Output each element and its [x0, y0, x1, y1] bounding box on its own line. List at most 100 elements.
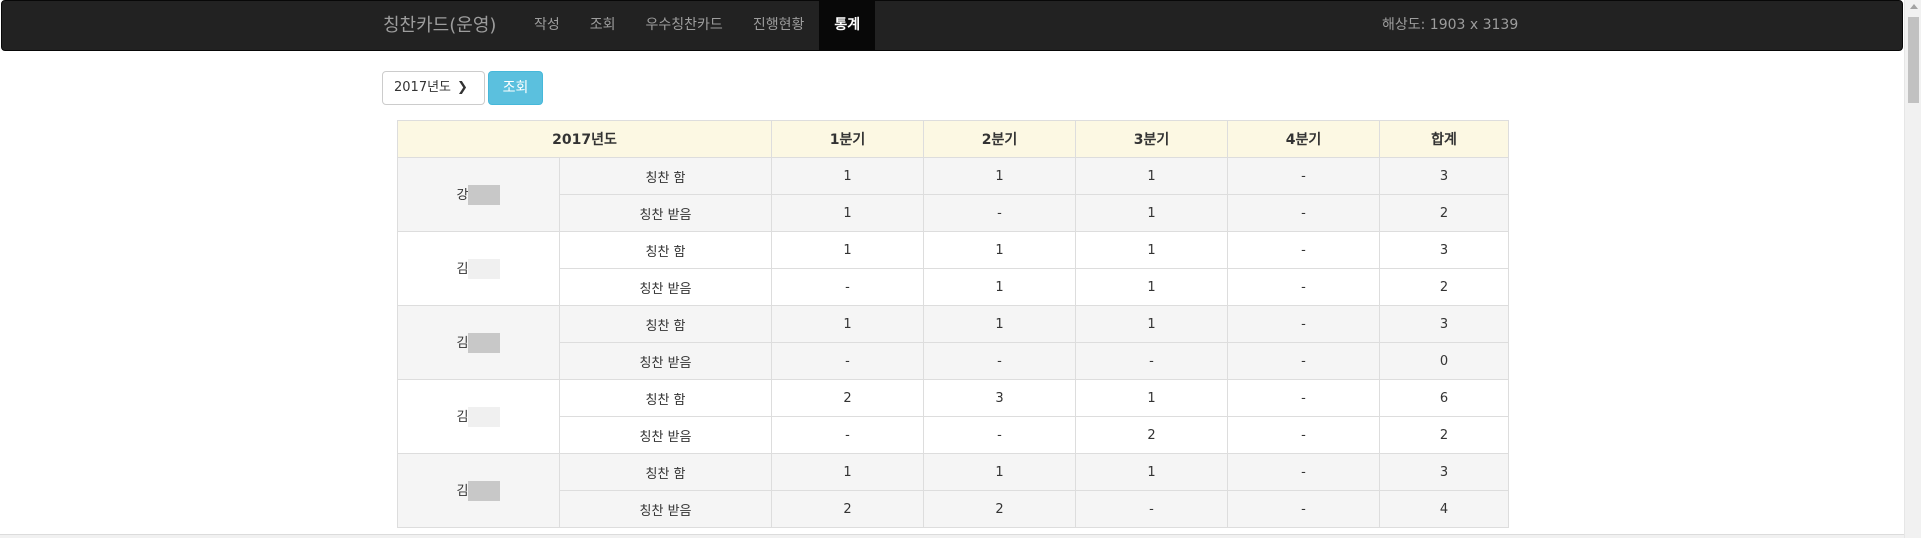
redacted-name-block [468, 259, 501, 280]
cell-q1: 2 [771, 490, 925, 528]
row-type-label: 칭찬 받음 [558, 268, 773, 306]
cell-q3: 1 [1075, 157, 1229, 195]
cell-total: 2 [1379, 268, 1510, 306]
cell-q2: - [923, 342, 1077, 380]
cell-q1: - [771, 416, 925, 454]
person-name-cell: 김 [397, 453, 560, 528]
header-q3: 3분기 [1075, 120, 1229, 158]
cell-q3: - [1075, 490, 1229, 528]
search-button[interactable]: 조회 [488, 71, 543, 105]
cell-total: 3 [1379, 157, 1510, 195]
cell-q1: - [771, 342, 925, 380]
cell-total: 6 [1379, 379, 1510, 417]
cell-total: 3 [1379, 305, 1510, 343]
table-row: 칭찬 받음 - - - -0 [398, 342, 1510, 380]
cell-q2: 1 [923, 231, 1077, 269]
cell-q3: 1 [1075, 453, 1229, 491]
row-type-label: 칭찬 함 [558, 379, 773, 417]
cell-q2: 3 [923, 379, 1077, 417]
cell-q2: - [923, 194, 1077, 232]
cell-q4: - [1227, 194, 1381, 232]
cell-total: 0 [1379, 342, 1510, 380]
nav-item-write[interactable]: 작성 [534, 17, 560, 33]
row-type-label: 칭찬 함 [558, 453, 773, 491]
header-year: 2017년도 [396, 120, 773, 158]
cell-q2: 1 [923, 268, 1077, 306]
cell-q4: - [1227, 305, 1381, 343]
header-q2: 2분기 [923, 120, 1077, 158]
header-q1: 1분기 [771, 120, 925, 158]
cell-q4: - [1227, 268, 1381, 306]
table-row: 칭찬 받음 2 2- -4 [398, 490, 1510, 528]
table-row: 칭찬 받음 1-1-2 [398, 194, 1510, 232]
row-type-label: 칭찬 받음 [558, 342, 773, 380]
nav-item-best-cards[interactable]: 우수칭찬카드 [645, 17, 723, 33]
person-name: 김 [456, 335, 469, 351]
person-name-cell: 김 [397, 305, 560, 380]
cell-q4: - [1227, 379, 1381, 417]
cell-q3: 1 [1075, 305, 1229, 343]
row-type-label: 칭찬 함 [558, 157, 773, 195]
resolution-text: 해상도: 1903 x 3139 [1382, 17, 1519, 33]
cell-q2: 2 [923, 490, 1077, 528]
horizontal-scrollbar[interactable] [0, 534, 1904, 538]
redacted-name-block [468, 185, 501, 206]
nav-item-view[interactable]: 조회 [589, 17, 616, 33]
cell-q1: 1 [771, 453, 925, 491]
cell-q2: 1 [923, 453, 1077, 491]
cell-total: 2 [1379, 194, 1510, 232]
navbar: 칭찬카드(운영) 작성 조회 우수칭찬카드 진행현황 통계 해상도: 1903 … [1, 0, 1903, 51]
table-row: 칭찬 받음 -1 1-2 [398, 268, 1510, 306]
row-type-label: 칭찬 받음 [558, 416, 773, 454]
cell-q3: - [1075, 342, 1229, 380]
cell-q2: 1 [923, 305, 1077, 343]
cell-q4: - [1227, 342, 1381, 380]
person-name-cell: 김 [397, 379, 560, 454]
cell-total: 3 [1379, 231, 1510, 269]
table-body: 강 칭찬 함 1 1 1-3 칭찬 받음 1-1-2 김 칭찬 함 1 1 1-3 칭찬 받음 -1 1-2… [397, 157, 1510, 528]
cell-q2: - [923, 416, 1077, 454]
statistics-table: 2017년도 1분기 2분기 3분기 4분기 합계 강 칭찬 함 1 1 1-3 칭찬 받… [396, 120, 1510, 528]
header-q4: 4분기 [1227, 120, 1381, 158]
cell-q1: - [771, 268, 925, 306]
nav-menu: 작성 조회 우수칭찬카드 진행현황 통계 [519, 1, 876, 50]
person-name-cell: 김 [397, 231, 560, 306]
scroll-up-arrow-icon[interactable] [1910, 4, 1918, 9]
cell-total: 3 [1379, 453, 1510, 491]
cell-total: 2 [1379, 416, 1510, 454]
table-row: 칭찬 받음 - -2-2 [398, 416, 1510, 454]
scrollbar-thumb[interactable] [1908, 17, 1919, 103]
cell-q1: 1 [771, 194, 925, 232]
year-select[interactable]: 2017년도 ❯ [382, 71, 485, 105]
cell-q1: 1 [771, 231, 925, 269]
cell-q3: 1 [1075, 231, 1229, 269]
cell-q3: 2 [1075, 416, 1229, 454]
cell-q4: - [1227, 453, 1381, 491]
cell-q3: 1 [1075, 379, 1229, 417]
row-type-label: 칭찬 받음 [558, 490, 773, 528]
cell-q3: 1 [1075, 268, 1229, 306]
cell-q4: - [1227, 231, 1381, 269]
nav-item-progress[interactable]: 진행현황 [752, 17, 805, 33]
cell-q1: 1 [771, 157, 925, 195]
cell-q1: 1 [771, 305, 925, 343]
cell-q4: - [1227, 490, 1381, 528]
person-name: 김 [456, 409, 469, 425]
header-total: 합계 [1379, 120, 1510, 158]
chevron-down-icon: ❯ [457, 80, 468, 95]
cell-q2: 1 [923, 157, 1077, 195]
table-header-row: 2017년도 1분기 2분기 3분기 4분기 합계 [396, 120, 1510, 158]
vertical-scrollbar[interactable] [1904, 0, 1921, 538]
cell-total: 4 [1379, 490, 1510, 528]
redacted-name-block [468, 407, 501, 428]
nav-item-statistics[interactable]: 통계 [819, 1, 876, 50]
row-type-label: 칭찬 함 [558, 305, 773, 343]
person-name: 김 [456, 483, 469, 499]
navbar-brand[interactable]: 칭찬카드(운영) [383, 15, 497, 36]
